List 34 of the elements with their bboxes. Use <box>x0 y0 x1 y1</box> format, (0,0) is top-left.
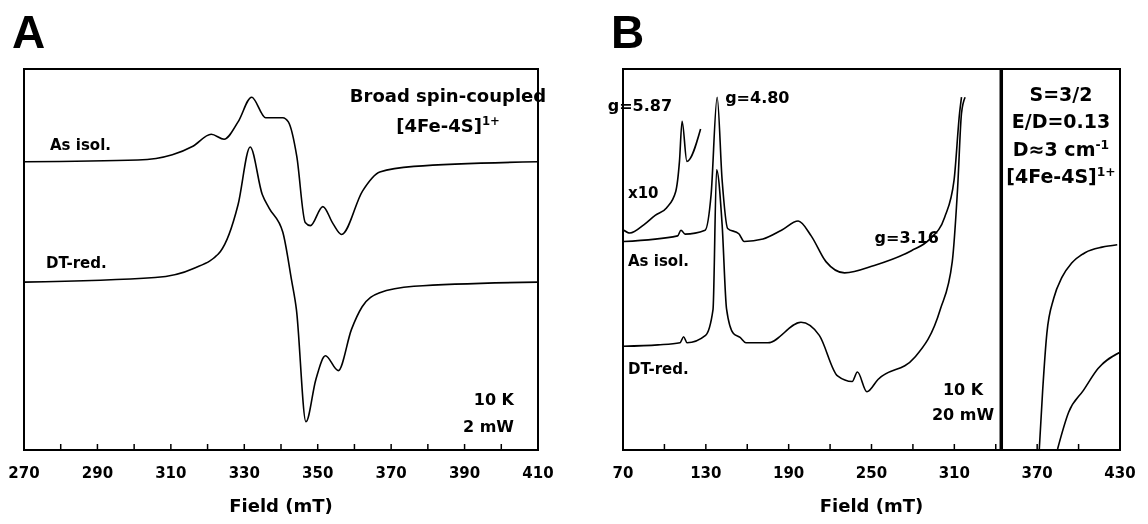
annotation: S=3/2 <box>1029 83 1093 105</box>
x-tick-label: 290 <box>81 464 114 482</box>
x-tick-label: 270 <box>8 464 40 482</box>
series-label: As isol. <box>50 135 111 154</box>
x-tick-label: 370 <box>375 464 407 482</box>
series-label: As isol. <box>628 251 689 270</box>
annotation: 20 mW <box>931 405 995 424</box>
x-tick-label: 310 <box>938 464 970 482</box>
x-tick-label: 130 <box>690 464 722 482</box>
annotation: 2 mW <box>462 417 515 436</box>
x-tick-label: 330 <box>228 464 260 482</box>
annotation: E/D=0.13 <box>1011 110 1111 132</box>
x-tick-label: 70 <box>612 464 634 482</box>
x-tick-label: 190 <box>773 464 805 482</box>
x-tick-label: 430 <box>1104 464 1136 482</box>
x-axis-title: Field (mT) <box>819 495 924 516</box>
x-tick-label: 370 <box>1021 464 1053 482</box>
series-label: x10 <box>628 184 659 203</box>
chart-title: B <box>611 6 645 58</box>
x-tick-label: 410 <box>522 464 554 482</box>
annotation: [4Fe-4S]$^{1+}$ <box>1006 165 1116 187</box>
x-tick-label: 250 <box>855 464 888 482</box>
x-tick-label: 390 <box>448 464 481 482</box>
chart-title: A <box>12 6 46 58</box>
x-axis-title: Field (mT) <box>229 495 333 516</box>
annotation: [4Fe-4S]$^{1+}$ <box>396 114 500 136</box>
series-label: DT-red. <box>628 360 689 379</box>
x-tick-label: 310 <box>155 464 187 482</box>
x-tick-label: 350 <box>302 464 334 482</box>
annotation: 10 K <box>942 380 984 399</box>
annotation: 10 K <box>473 390 515 409</box>
annotation: g=4.80 <box>725 88 790 108</box>
annotation: D≈3 cm$^{-1}$ <box>1012 138 1110 160</box>
series-label: DT-red. <box>46 254 107 273</box>
